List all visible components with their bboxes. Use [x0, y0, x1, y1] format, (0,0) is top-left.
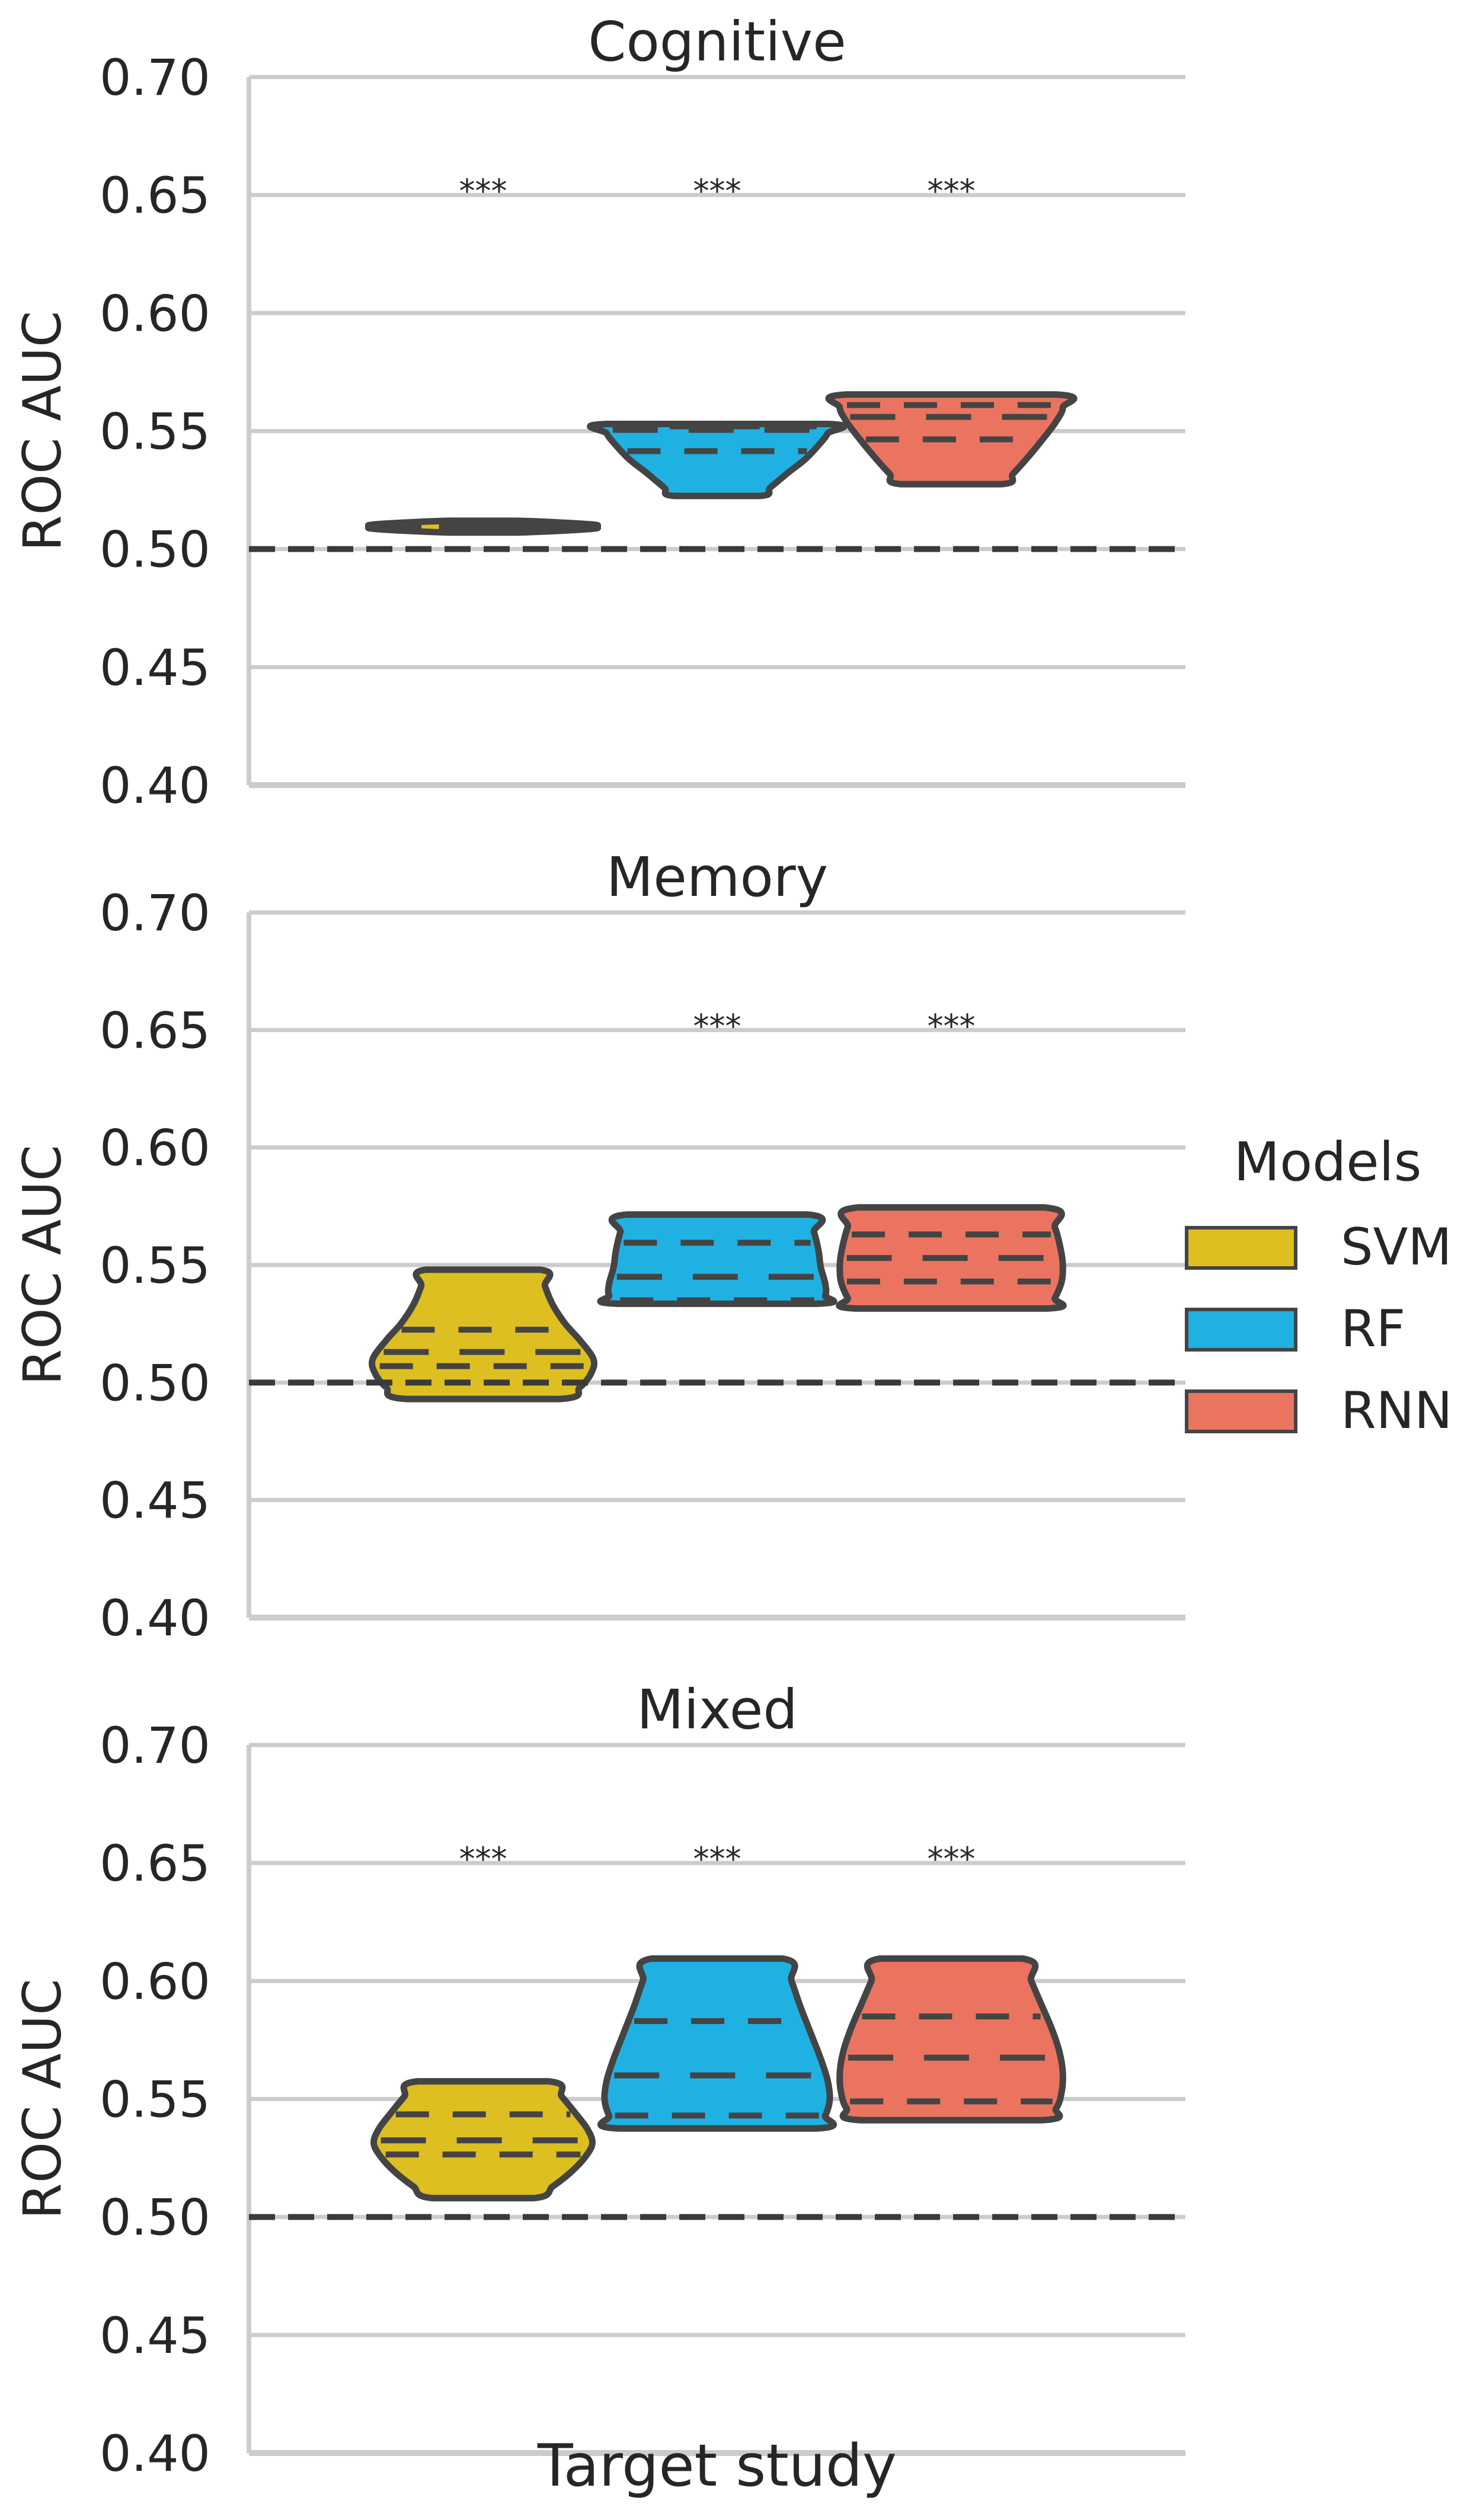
y-tick-label: 0.65 [100, 166, 210, 225]
y-tick-label: 0.60 [100, 284, 210, 342]
y-tick-label: 0.45 [100, 2307, 210, 2365]
significance-marker: *** [459, 172, 507, 210]
significance-marker: *** [928, 1840, 976, 1878]
legend-label: RNN [1341, 1381, 1452, 1440]
y-tick-label: 0.50 [100, 1354, 210, 1412]
y-tick-label: 0.70 [100, 49, 210, 107]
y-axis-label: ROC AUC [12, 311, 73, 552]
y-tick-label: 0.40 [100, 1589, 210, 1647]
y-tick-label: 0.65 [100, 1001, 210, 1059]
violin-rnn [836, 1955, 1066, 2124]
y-tick-label: 0.70 [100, 1717, 210, 1775]
legend: Models SVM RF RNN [1185, 1131, 1452, 1440]
y-tick-label: 0.45 [100, 1472, 210, 1530]
y-tick-label: 0.50 [100, 2189, 210, 2247]
x-axis-label: Target study [537, 2432, 897, 2500]
panel-2: Mixed 0.70 0.65 0.60 0.55 0.50 0.45 0.40 ROC AUC… [12, 1678, 1185, 2483]
y-tick-label: 0.45 [100, 639, 210, 697]
legend-label: SVM [1341, 1218, 1452, 1277]
y-tick-label: 0.55 [100, 1237, 210, 1295]
y-tick-label: 0.50 [100, 521, 210, 579]
panel-0: Cognitive 0.70 0.65 0.60 0.55 0.50 0.45 0.40 ROC… [12, 10, 1185, 815]
y-tick-label: 0.65 [100, 1834, 210, 1893]
legend-title: Models [1233, 1131, 1421, 1193]
legend-label: RF [1341, 1299, 1405, 1359]
y-tick-label: 0.60 [100, 1119, 210, 1177]
y-axis-label: ROC AUC [12, 1145, 73, 1385]
violin-rf [597, 1955, 838, 2132]
violin-rf [587, 421, 848, 499]
significance-marker: *** [928, 172, 976, 210]
significance-marker: *** [459, 1840, 507, 1878]
significance-marker: *** [693, 172, 741, 210]
legend-swatch-rf [1185, 1308, 1297, 1352]
panel-title: Memory [606, 846, 828, 909]
significance-marker: *** [693, 1007, 741, 1045]
y-tick-label: 0.40 [100, 2425, 210, 2483]
y-tick-label: 0.55 [100, 2071, 210, 2129]
y-tick-label: 0.55 [100, 403, 210, 461]
legend-swatch-svm [1185, 1226, 1297, 1270]
panel-title: Mixed [637, 1678, 798, 1741]
y-tick-label: 0.60 [100, 1952, 210, 2010]
significance-marker: *** [693, 1840, 741, 1878]
panel-1: Memory 0.70 0.65 0.60 0.55 0.50 0.45 0.40 ROC AU… [12, 846, 1185, 1647]
y-tick-label: 0.40 [100, 757, 210, 815]
y-tick-label: 0.70 [100, 884, 210, 942]
violin-svm [369, 1266, 597, 1403]
panel-title: Cognitive [588, 10, 846, 73]
significance-marker: *** [928, 1007, 976, 1045]
violin-rf [597, 1211, 838, 1307]
y-axis-label: ROC AUC [12, 1979, 73, 2220]
legend-swatch-rnn [1185, 1389, 1297, 1433]
